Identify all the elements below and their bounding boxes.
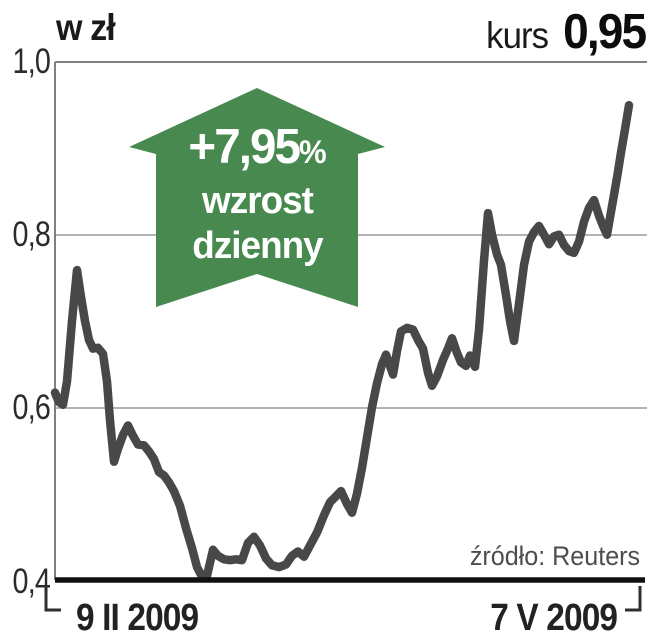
current-price-readout: kurs 0,95 [485, 4, 647, 60]
daily-change-caption-line1: wzrost [202, 180, 314, 222]
x-axis-start-date: 9 II 2009 [76, 597, 199, 639]
y-tick-0.6: 0,6 [12, 388, 51, 427]
y-tick-0.4: 0,4 [12, 562, 51, 601]
x-axis-end-date: 7 V 2009 [490, 597, 618, 639]
y-tick-1.0: 1,0 [12, 42, 51, 81]
daily-change-caption-line2: dzienny [192, 225, 323, 267]
daily-change-number: +7,95 [188, 120, 301, 174]
price-caption: kurs [485, 15, 549, 56]
price-line-series [50, 100, 634, 580]
y-axis-unit-label: w zł [56, 7, 116, 48]
source-credit: źródło: Reuters [469, 541, 640, 571]
daily-change-value: +7,95% [150, 123, 364, 172]
y-tick-0.8: 0,8 [12, 215, 51, 254]
x-axis-right-bracket [625, 586, 642, 612]
up-arrow-badge-icon [129, 88, 385, 307]
price-value: 0,95 [562, 5, 647, 59]
x-axis-left-bracket [44, 586, 61, 612]
percent-sign: % [298, 134, 327, 170]
